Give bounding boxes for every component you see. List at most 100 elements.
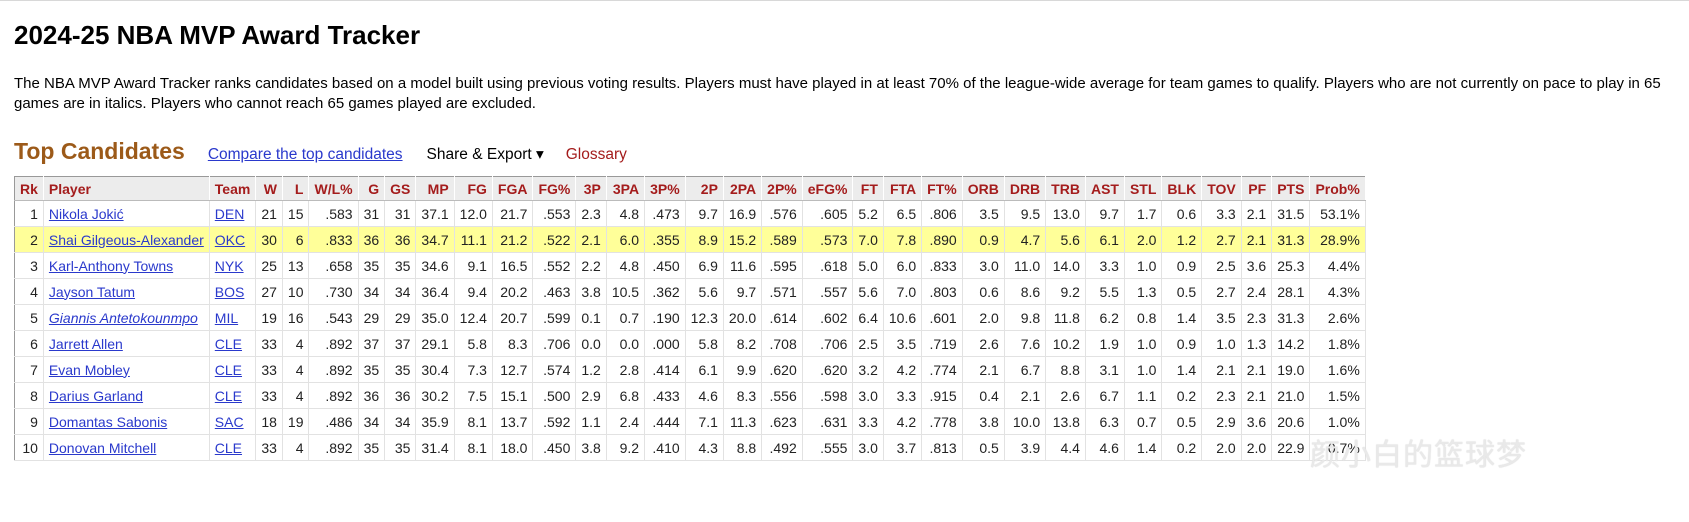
column-header-tov[interactable]: TOV [1201,176,1242,201]
cell-mp: 31.4 [415,434,455,461]
team-link[interactable]: CLE [214,439,243,456]
column-header-pf[interactable]: PF [1241,176,1273,201]
cell-2pa: 11.6 [723,252,763,279]
player-link[interactable]: Domantas Sabonis [48,413,168,430]
compare-candidates-link[interactable]: Compare the top candidates [207,146,403,163]
player-link[interactable]: Jarrett Allen [48,335,123,352]
column-header-ft[interactable]: FT [852,176,884,201]
cell-fg: .552 [532,252,577,279]
cell-pf: 2.3 [1241,304,1273,331]
cell-l: 10 [282,278,310,305]
cell-ast: 3.1 [1085,356,1125,383]
column-header-2p[interactable]: 2P% [761,176,803,201]
column-header-3p[interactable]: 3P% [644,176,686,201]
column-header-drb[interactable]: DRB [1004,176,1047,201]
player-link[interactable]: Jayson Tatum [48,283,136,300]
cell-w-l: .892 [308,434,359,461]
column-header-3pa[interactable]: 3PA [606,176,646,201]
column-header-l[interactable]: L [282,176,310,201]
cell-orb: 3.0 [962,252,1005,279]
column-header-fg[interactable]: FG [454,176,493,201]
cell-3pa: 2.4 [606,408,646,435]
cell-2pa: 9.9 [723,356,763,383]
cell-orb: 3.5 [962,200,1005,227]
column-header-trb[interactable]: TRB [1045,176,1086,201]
cell-ast: 6.1 [1085,226,1125,253]
cell-rk: 9 [14,408,44,435]
cell-tov: 2.9 [1201,408,1242,435]
cell-fg: .553 [532,200,577,227]
column-header-orb[interactable]: ORB [962,176,1005,201]
team-cell: SAC [209,408,257,435]
column-header-pts[interactable]: PTS [1271,176,1311,201]
column-header-2p[interactable]: 2P [685,176,724,201]
cell-drb: 6.7 [1004,356,1047,383]
column-header-efg[interactable]: eFG% [802,176,854,201]
cell-fga: 21.2 [492,226,534,253]
column-header-w-l[interactable]: W/L% [308,176,359,201]
cell-w: 19 [255,304,283,331]
column-header-mp[interactable]: MP [415,176,455,201]
cell-ast: 6.2 [1085,304,1125,331]
player-cell: Shai Gilgeous-Alexander [43,226,210,253]
cell-ft: 2.5 [852,330,884,357]
team-cell: CLE [209,382,257,409]
cell-fta: 3.5 [883,330,923,357]
column-header-2pa[interactable]: 2PA [723,176,763,201]
cell-fg: 7.5 [454,382,493,409]
cell-trb: 4.4 [1045,434,1086,461]
column-header-team[interactable]: Team [209,176,257,201]
cell-mp: 34.6 [415,252,455,279]
column-header-prob[interactable]: Prob% [1309,176,1366,201]
cell-ft: .601 [921,304,963,331]
team-link[interactable]: NYK [214,257,244,274]
cell-fta: 6.5 [883,200,923,227]
column-header-fg[interactable]: FG% [532,176,577,201]
column-header-blk[interactable]: BLK [1161,176,1203,201]
column-header-ast[interactable]: AST [1085,176,1125,201]
cell-prob: 2.6% [1309,304,1366,331]
cell-trb: 5.6 [1045,226,1086,253]
player-link[interactable]: Shai Gilgeous-Alexander [48,231,204,248]
cell-fg: .522 [532,226,577,253]
player-link[interactable]: Giannis Antetokounmpo [48,309,198,326]
column-header-stl[interactable]: STL [1124,176,1163,201]
cell-ft: .915 [921,382,963,409]
team-link[interactable]: MIL [214,309,239,326]
player-link[interactable]: Evan Mobley [48,361,130,378]
player-link[interactable]: Nikola Jokić [48,205,124,222]
team-link[interactable]: DEN [214,205,245,222]
team-link[interactable]: CLE [214,335,243,352]
cell-tov: 2.3 [1201,382,1242,409]
column-header-3p[interactable]: 3P [575,176,607,201]
cell-3p: .410 [644,434,686,461]
team-link[interactable]: SAC [214,413,244,430]
player-link[interactable]: Karl-Anthony Towns [48,257,174,274]
player-link[interactable]: Darius Garland [48,387,144,404]
cell-fg: 8.1 [454,434,493,461]
glossary-link[interactable]: Glossary [565,146,627,163]
column-header-ft[interactable]: FT% [921,176,963,201]
column-header-rk[interactable]: Rk [14,176,44,201]
team-link[interactable]: BOS [214,283,245,300]
column-header-fga[interactable]: FGA [492,176,534,201]
cell-ft: .890 [921,226,963,253]
column-header-w[interactable]: W [255,176,283,201]
team-link[interactable]: OKC [214,231,246,248]
column-header-gs[interactable]: GS [384,176,417,201]
column-header-g[interactable]: G [358,176,386,201]
cell-stl: 1.1 [1124,382,1163,409]
column-header-player[interactable]: Player [43,176,210,201]
column-header-fta[interactable]: FTA [883,176,923,201]
cell-pf: 2.4 [1241,278,1273,305]
cell-tov: 1.0 [1201,330,1242,357]
cell-3pa: 6.0 [606,226,646,253]
team-link[interactable]: CLE [214,361,243,378]
player-link[interactable]: Donovan Mitchell [48,439,157,456]
cell-3p: .473 [644,200,686,227]
cell-fta: 4.2 [883,408,923,435]
share-export-menu[interactable]: Share & Export ▾ [426,146,544,163]
team-link[interactable]: CLE [214,387,243,404]
cell-blk: 0.9 [1161,252,1203,279]
table-row: 6 Jarrett Allen CLE 33 4.892 37 37 29.1 5.8 8.3.7… [14,330,1366,357]
